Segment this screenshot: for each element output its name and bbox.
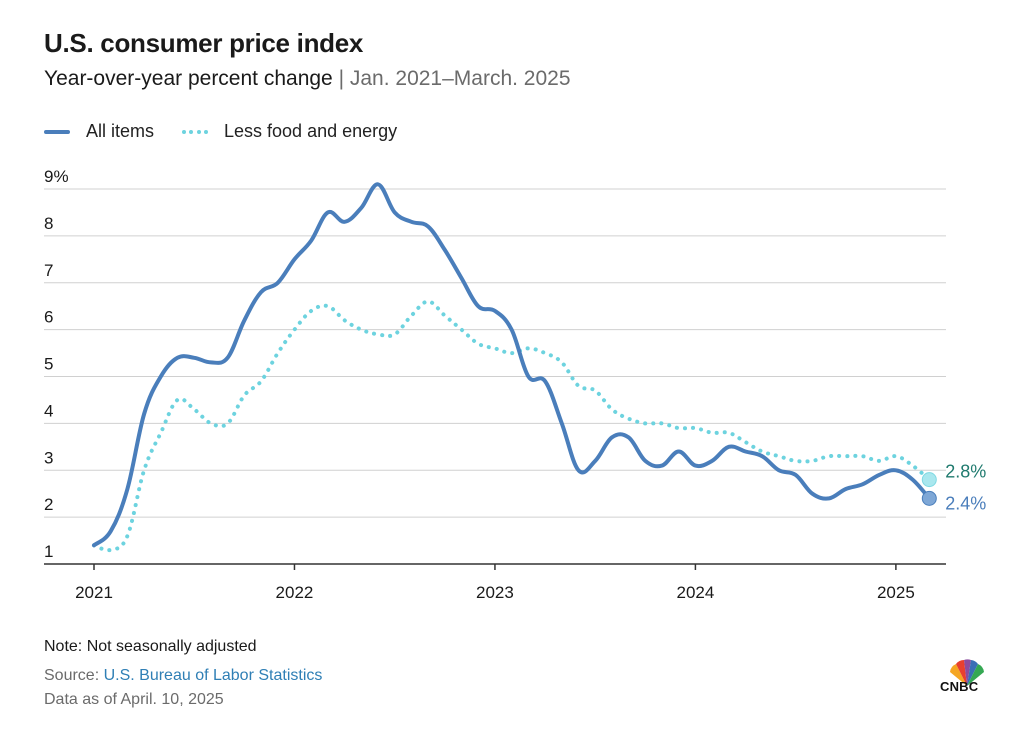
- end-marker-core: [921, 472, 937, 488]
- legend-swatch-solid: [44, 129, 70, 134]
- legend-item-all-items: All items: [44, 121, 154, 142]
- legend-swatch-dotted: [182, 129, 208, 134]
- end-marker-all-items: [921, 490, 937, 506]
- series-line-core: [92, 299, 932, 553]
- subtitle-separator: |: [332, 67, 350, 90]
- chart-title: U.S. consumer price index: [44, 28, 364, 58]
- x-tick-label: 2023: [476, 583, 514, 602]
- legend-label-core: Less food and energy: [224, 121, 398, 141]
- y-tick-label: 9%: [44, 167, 69, 186]
- end-label-core: 2.8%: [945, 462, 986, 482]
- x-tick-label: 2024: [676, 583, 714, 602]
- source-link[interactable]: U.S. Bureau of Labor Statistics: [103, 667, 323, 684]
- y-tick-label: 3: [44, 448, 53, 467]
- y-tick-label: 5: [44, 355, 53, 374]
- cnbc-peacock-logo: [950, 659, 984, 686]
- subtitle-measure: Year-over-year percent change: [44, 67, 333, 90]
- x-tick-label: 2022: [276, 583, 314, 602]
- legend-item-core: Less food and energy: [182, 121, 397, 142]
- source-label: Source:: [44, 667, 104, 684]
- subtitle-range: Jan. 2021–March. 2025: [349, 67, 571, 90]
- footer-as-of: Data as of April. 10, 2025: [44, 691, 224, 708]
- series-line-all-items: [92, 182, 932, 548]
- footer-note: Note: Not seasonally adjusted: [44, 638, 257, 655]
- y-tick-label: 6: [44, 308, 53, 327]
- y-tick-label: 4: [44, 401, 53, 420]
- y-tick-label: 2: [44, 495, 53, 514]
- y-tick-label: 8: [44, 214, 53, 233]
- chart-subtitle: Year-over-year percent change | Jan. 202…: [44, 67, 571, 91]
- x-tick-label: 2021: [75, 583, 113, 602]
- legend-label-all-items: All items: [86, 121, 155, 141]
- x-tick-label: 2025: [877, 583, 915, 602]
- y-tick-label: 7: [44, 261, 53, 280]
- cnbc-logo-text: CNBC: [940, 679, 979, 694]
- y-tick-label: 1: [44, 542, 53, 561]
- end-label-all-items: 2.4%: [945, 493, 986, 513]
- footer-source: Source: U.S. Bureau of Labor Statistics: [44, 667, 322, 685]
- chart-legend: All items Less food and energy: [44, 121, 425, 142]
